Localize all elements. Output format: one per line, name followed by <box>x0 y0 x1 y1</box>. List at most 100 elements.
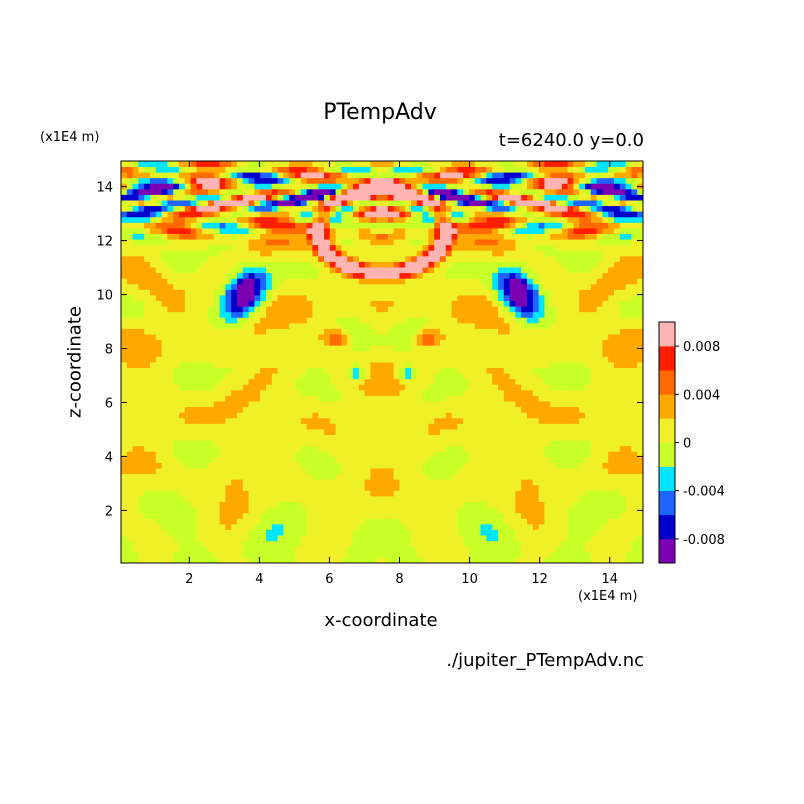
heatmap-cell <box>416 328 423 335</box>
heatmap-cell <box>631 490 638 497</box>
heatmap-cell <box>405 272 412 279</box>
heatmap-cell <box>515 523 522 530</box>
heatmap-cell <box>585 551 592 558</box>
heatmap-cell <box>353 401 360 408</box>
heatmap-cell <box>602 496 609 502</box>
heatmap-cell <box>550 440 557 447</box>
heatmap-cell <box>202 512 209 519</box>
heatmap-cell <box>637 412 644 419</box>
heatmap-cell <box>486 518 493 525</box>
heatmap-cell <box>144 362 151 368</box>
heatmap-cell <box>503 389 510 396</box>
heatmap-cell <box>283 389 290 396</box>
heatmap-cell <box>561 395 568 402</box>
heatmap-cell <box>324 490 331 497</box>
heatmap-cell <box>144 272 151 279</box>
heatmap-cell <box>300 261 307 268</box>
heatmap-cell <box>155 339 162 346</box>
heatmap-cell <box>608 373 615 380</box>
heatmap-cell <box>382 356 389 363</box>
heatmap-cell <box>469 529 476 536</box>
heatmap-cell <box>463 295 470 301</box>
heatmap-cell <box>353 518 360 525</box>
heatmap-cell <box>538 401 545 408</box>
heatmap-cell <box>370 345 377 352</box>
heatmap-cell <box>405 518 412 525</box>
heatmap-cell <box>271 289 278 296</box>
heatmap-cell <box>469 401 476 408</box>
heatmap-cell <box>341 339 348 346</box>
heatmap-cell <box>289 445 296 452</box>
heatmap-cell <box>138 551 145 558</box>
heatmap-cell <box>596 311 603 318</box>
heatmap-cell <box>422 401 429 408</box>
heatmap-cell <box>370 484 377 491</box>
heatmap-cell <box>469 295 476 301</box>
heatmap-cell <box>509 479 516 486</box>
heatmap-cell <box>318 350 325 357</box>
heatmap-cell <box>561 373 568 380</box>
heatmap-cell <box>416 451 423 458</box>
heatmap-cell <box>335 535 342 542</box>
heatmap-cell <box>434 384 441 391</box>
heatmap-cell <box>126 523 133 530</box>
heatmap-cell <box>196 311 203 318</box>
heatmap-cell <box>306 395 313 402</box>
heatmap-cell <box>295 417 302 424</box>
heatmap-cell <box>503 272 510 279</box>
heatmap-cell <box>509 406 516 413</box>
heatmap-cell <box>556 401 563 408</box>
heatmap-cell <box>457 456 464 463</box>
heatmap-cell <box>353 250 360 257</box>
heatmap-cell <box>144 445 151 452</box>
heatmap-cell <box>219 429 226 435</box>
heatmap-cell <box>631 283 638 290</box>
heatmap-cell <box>457 434 464 441</box>
heatmap-cell <box>602 535 609 542</box>
heatmap-cell <box>196 535 203 542</box>
heatmap-cell <box>231 523 238 530</box>
heatmap-cell <box>422 306 429 313</box>
heatmap-cell <box>370 350 377 357</box>
heatmap-cell <box>179 501 186 508</box>
heatmap-cell <box>231 423 238 430</box>
heatmap-cell <box>585 507 592 514</box>
heatmap-cell <box>602 440 609 447</box>
heatmap-cell <box>161 523 168 530</box>
heatmap-cell <box>619 479 626 486</box>
heatmap-cell <box>521 350 528 357</box>
heatmap-cell <box>486 311 493 318</box>
heatmap-cell <box>445 261 452 268</box>
heatmap-cell <box>596 412 603 419</box>
heatmap-cell <box>561 367 568 374</box>
heatmap-cell <box>179 507 186 514</box>
heatmap-cell <box>144 356 151 363</box>
heatmap-cell <box>393 417 400 424</box>
heatmap-cell <box>411 289 418 296</box>
heatmap-cell <box>237 456 244 463</box>
heatmap-cell <box>498 557 505 564</box>
heatmap-cell <box>283 551 290 558</box>
heatmap-cell <box>266 507 273 514</box>
heatmap-cell <box>515 551 522 558</box>
heatmap-cell <box>532 261 539 268</box>
heatmap-cell <box>208 512 215 519</box>
heatmap-cell <box>260 445 267 452</box>
heatmap-cell <box>544 378 551 385</box>
heatmap-cell <box>532 300 539 307</box>
heatmap-cell <box>416 272 423 279</box>
heatmap-cell <box>132 434 139 441</box>
heatmap-cell <box>532 484 539 491</box>
heatmap-cell <box>532 389 539 396</box>
heatmap-cell <box>150 267 157 274</box>
heatmap-cell <box>202 451 209 458</box>
heatmap-cell <box>428 267 435 274</box>
heatmap-cell <box>463 339 470 346</box>
heatmap-cell <box>382 389 389 396</box>
heatmap-cell <box>271 401 278 408</box>
heatmap-cell <box>486 462 493 469</box>
heatmap-cell <box>312 272 319 279</box>
heatmap-cell <box>382 317 389 324</box>
heatmap-cell <box>353 540 360 547</box>
heatmap-cell <box>358 278 365 285</box>
